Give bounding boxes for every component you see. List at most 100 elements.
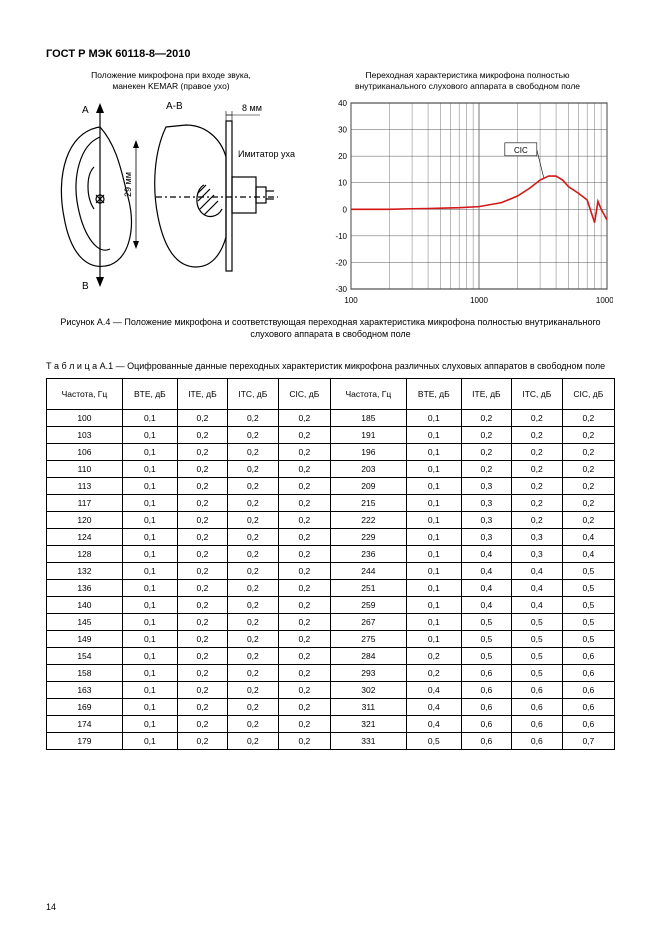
table-cell: 149 (47, 631, 123, 648)
label-8mm: 8 мм (242, 103, 262, 113)
table-cell: 0,2 (177, 699, 227, 716)
table-cell: 0,5 (511, 648, 562, 665)
table-row: 1200,10,20,20,22220,10,30,20,2 (47, 512, 615, 529)
right-figure-caption: Переходная характеристика микрофона полн… (355, 70, 580, 91)
table-cell: 0,6 (511, 699, 562, 716)
table-header: BTE, дБ (122, 379, 177, 410)
table-cell: 106 (47, 444, 123, 461)
table-cell: 136 (47, 580, 123, 597)
table-cell: 0,5 (562, 563, 614, 580)
table-cell: 0,2 (461, 410, 511, 427)
table-cell: 251 (330, 580, 406, 597)
table-cell: 0,2 (177, 631, 227, 648)
table-cell: 0,1 (406, 563, 461, 580)
table-cell: 0,3 (461, 529, 511, 546)
table-cell: 0,1 (122, 546, 177, 563)
table-cell: 0,4 (406, 699, 461, 716)
table-cell: 0,2 (227, 631, 278, 648)
table-cell: 0,1 (406, 631, 461, 648)
table-cell: 132 (47, 563, 123, 580)
table-cell: 0,2 (278, 631, 330, 648)
table-cell: 0,1 (406, 580, 461, 597)
table-row: 1490,10,20,20,22750,10,50,50,5 (47, 631, 615, 648)
table-header: CIC, дБ (562, 379, 614, 410)
figure-row: Положение микрофона при входе звука, ман… (46, 70, 615, 307)
table-cell: 0,1 (122, 512, 177, 529)
table-header: CIC, дБ (278, 379, 330, 410)
table-cell: 117 (47, 495, 123, 512)
table-cell: 203 (330, 461, 406, 478)
table-cell: 311 (330, 699, 406, 716)
table-cell: 0,5 (461, 614, 511, 631)
table-cell: 0,1 (122, 648, 177, 665)
table-cell: 0,2 (511, 444, 562, 461)
svg-text:40: 40 (338, 99, 347, 108)
table-cell: 0,6 (511, 682, 562, 699)
table-cell: 120 (47, 512, 123, 529)
table-cell: 0,1 (122, 699, 177, 716)
page-number: 14 (46, 902, 56, 912)
table-cell: 110 (47, 461, 123, 478)
table-cell: 0,2 (227, 512, 278, 529)
table-cell: 0,2 (227, 733, 278, 750)
table-cell: 0,2 (278, 682, 330, 699)
table-cell: 0,2 (177, 410, 227, 427)
table-cell: 0,2 (562, 461, 614, 478)
table-cell: 100 (47, 410, 123, 427)
table-row: 1320,10,20,20,22440,10,40,40,5 (47, 563, 615, 580)
svg-text:20: 20 (338, 152, 347, 161)
ear-diagram-svg: A B A-B 29 мм (46, 97, 296, 297)
table-cell: 0,1 (122, 665, 177, 682)
label-A: A (82, 105, 89, 116)
table-cell: 0,4 (461, 580, 511, 597)
table-cell: 0,5 (511, 631, 562, 648)
table-cell: 0,2 (278, 665, 330, 682)
table-cell: 0,2 (177, 733, 227, 750)
table-cell: 0,6 (461, 665, 511, 682)
table-cell: 0,2 (227, 580, 278, 597)
table-cell: 0,2 (177, 444, 227, 461)
table-cell: 0,1 (122, 563, 177, 580)
table-row: 1000,10,20,20,21850,10,20,20,2 (47, 410, 615, 427)
table-cell: 113 (47, 478, 123, 495)
table-cell: 0,2 (227, 546, 278, 563)
table-cell: 154 (47, 648, 123, 665)
table-cell: 0,2 (278, 444, 330, 461)
table-cell: 0,4 (461, 546, 511, 563)
table-cell: 0,7 (562, 733, 614, 750)
table-cell: 0,2 (177, 461, 227, 478)
table-cell: 0,2 (227, 495, 278, 512)
table-cell: 0,5 (562, 580, 614, 597)
table-cell: 0,2 (278, 512, 330, 529)
table-header: ITE, дБ (461, 379, 511, 410)
right-caption-line1: Переходная характеристика микрофона полн… (366, 70, 570, 80)
table-cell: 267 (330, 614, 406, 631)
table-cell: 0,2 (562, 495, 614, 512)
table-cell: 0,5 (461, 631, 511, 648)
table-cell: 0,2 (177, 614, 227, 631)
table-cell: 179 (47, 733, 123, 750)
table-cell: 0,2 (278, 461, 330, 478)
table-cell: 0,1 (122, 410, 177, 427)
table-cell: 0,3 (461, 495, 511, 512)
table-cell: 0,2 (562, 478, 614, 495)
svg-text:100: 100 (344, 296, 358, 305)
table-cell: 0,2 (227, 614, 278, 631)
svg-text:0: 0 (342, 206, 347, 215)
table-cell: 0,2 (177, 665, 227, 682)
label-B: B (82, 281, 89, 292)
table-cell: 0,2 (227, 461, 278, 478)
table-cell: 191 (330, 427, 406, 444)
table-cell: 293 (330, 665, 406, 682)
table-cell: 0,1 (122, 597, 177, 614)
table-cell: 0,2 (177, 478, 227, 495)
label-29mm: 29 мм (123, 172, 133, 197)
table-cell: 0,2 (278, 495, 330, 512)
svg-text:10000: 10000 (595, 296, 612, 305)
svg-text:30: 30 (338, 126, 347, 135)
svg-text:1000: 1000 (470, 296, 488, 305)
table-cell: 0,2 (278, 580, 330, 597)
table-cell: 0,5 (511, 614, 562, 631)
table-cell: 0,2 (177, 427, 227, 444)
table-cell: 0,2 (461, 444, 511, 461)
